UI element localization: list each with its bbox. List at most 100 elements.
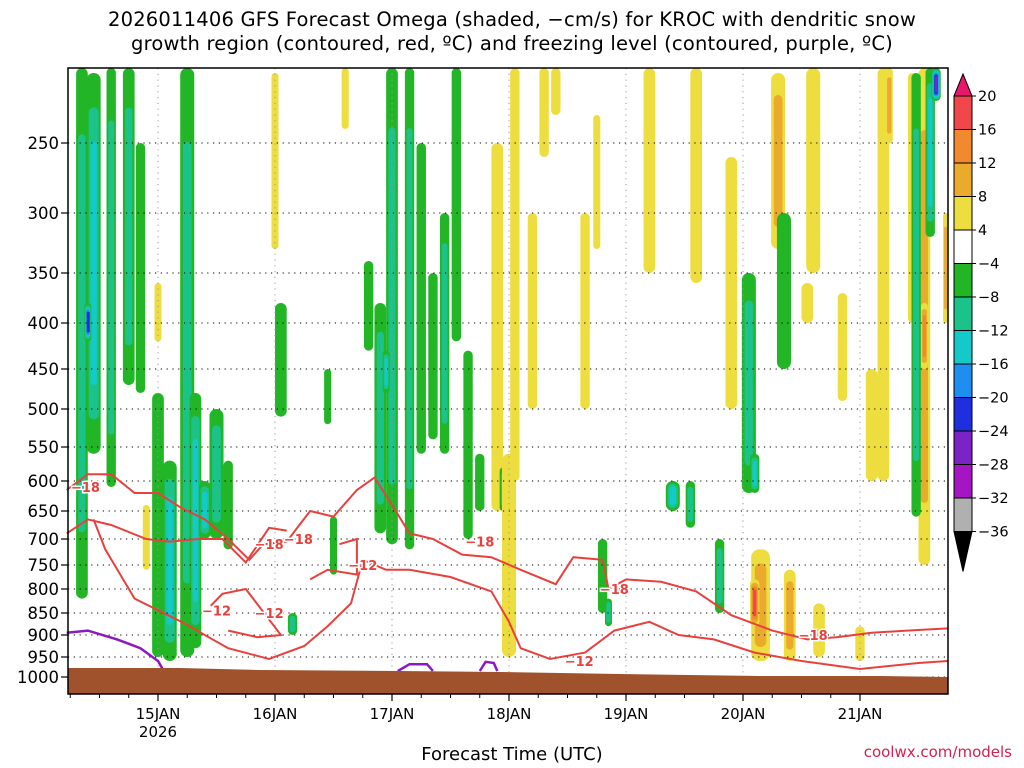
y-tick-label-9: 700 [28, 530, 60, 549]
omega-cell-94 [786, 581, 794, 650]
dgz-contour-minus18-upper [66, 473, 948, 641]
omega-cell-20 [182, 141, 192, 584]
contours: −18−18−18 −18−18−18−12−12−12−12 [66, 473, 948, 673]
dgz-contour-minus18-lower [66, 518, 287, 564]
colorbar-bin-10 [953, 397, 973, 432]
colorbar-bin-5 [953, 229, 973, 264]
colorbar-label-7: −12 [978, 324, 1009, 340]
y-tick-label-12: 850 [28, 604, 60, 623]
colorbar-bin-11 [953, 430, 973, 465]
omega-cell-49 [416, 143, 426, 454]
omega-cell-48 [406, 128, 413, 490]
colorbar: 20 16 12 8 4 −4 −8 −12 −16 −20 −24 −28 −32 −36 [953, 72, 1009, 572]
contour-label-2: −18 [255, 538, 284, 553]
dgz-contour-minus12-loop-2 [309, 537, 358, 581]
contour-label-8: −12 [565, 655, 594, 670]
omega-cell-96 [806, 68, 821, 273]
contour-label-0: −18 [71, 481, 100, 496]
omega-cell-46 [384, 358, 388, 386]
freezing-level-contour-1 [397, 662, 434, 673]
x-tick-label-6: 21JAN [838, 705, 883, 723]
contour-label-9: −12 [255, 607, 284, 622]
contour-label-4: −18 [600, 583, 629, 598]
dgz-contour-minus12-loop [209, 587, 283, 639]
omega-cell-74 [687, 486, 694, 522]
freezing-level-contour-0 [66, 629, 165, 672]
x-tick-label-0: 15JAN [136, 705, 181, 723]
colorbar-label-9: −20 [978, 391, 1009, 407]
credit-link[interactable]: coolwx.com/models [863, 743, 1012, 761]
omega-cell-98 [837, 293, 848, 401]
y-tick-label-5: 500 [28, 400, 60, 419]
contour-label-5: −18 [799, 629, 828, 644]
colorbar-label-11: −28 [978, 458, 1009, 474]
colorbar-bin-2 [953, 129, 973, 164]
colorbar-bin-12 [953, 464, 973, 499]
colorbar-label-5: −4 [978, 257, 999, 273]
omega-cell-15 [152, 393, 164, 657]
chart-title: 2026011406 GFS Forecast Omega (shaded, −… [0, 8, 1024, 56]
omega-cell-13 [125, 107, 133, 346]
omega-cell-36 [329, 516, 338, 575]
omega-cell-33 [275, 303, 287, 417]
omega-cell-1 [78, 134, 86, 533]
y-tick-label-11: 800 [28, 580, 60, 599]
omega-cell-37 [324, 369, 332, 425]
dgz-contour-minus12-main [92, 519, 948, 671]
omega-cell-97 [813, 603, 825, 657]
omega-cell-30 [142, 505, 150, 570]
y-tick-label-3: 400 [28, 314, 60, 333]
y-tick-label-1: 300 [28, 204, 60, 223]
omega-cell-41 [376, 331, 384, 505]
colorbar-label-4: 4 [978, 223, 987, 239]
omega-cell-64 [580, 213, 590, 409]
omega-cell-60 [510, 68, 520, 481]
omega-cell-68 [606, 602, 611, 623]
omega-shading [76, 68, 948, 661]
omega-cell-72 [669, 486, 676, 506]
colorbar-label-1: 16 [978, 123, 996, 139]
x-tick-label-1: 16JAN [253, 705, 298, 723]
x-tick-label-4: 19JAN [604, 705, 649, 723]
colorbar-bin-4 [953, 196, 973, 231]
y-tick-label-7: 600 [28, 472, 60, 491]
y-tick-label-0: 250 [28, 134, 60, 153]
omega-cell-89 [753, 589, 757, 617]
omega-cell-29 [223, 460, 233, 550]
x-tick-label-3: 18JAN [487, 705, 532, 723]
omega-cell-66 [597, 539, 608, 613]
omega-cell-56 [491, 143, 504, 511]
omega-cell-23 [192, 439, 199, 603]
y-tick-label-14: 950 [28, 648, 60, 667]
x-tick-label-2: 17JAN [370, 705, 415, 723]
omega-cell-69 [643, 68, 656, 273]
y-tick-label-6: 550 [28, 438, 60, 457]
colorbar-bin-9 [953, 363, 973, 398]
omega-cell-52 [441, 243, 448, 424]
y-tick-label-13: 900 [28, 626, 60, 645]
omega-cell-95 [801, 283, 814, 323]
colorbar-label-10: −24 [978, 424, 1009, 440]
contour-label-3: −18 [465, 536, 494, 551]
omega-cell-39 [363, 261, 374, 351]
ground-surface [68, 668, 948, 694]
x-year-label: 2026 [139, 723, 177, 741]
omega-cell-91 [773, 95, 783, 227]
colorbar-bin-13 [953, 497, 973, 532]
freezing-level-contour-2 [478, 660, 499, 672]
colorbar-label-8: −16 [978, 357, 1009, 373]
omega-cell-26 [202, 491, 208, 529]
y-tick-label-10: 750 [28, 556, 60, 575]
y-tick-label-8: 650 [28, 502, 60, 521]
colorbar-label-6: −8 [978, 290, 999, 306]
omega-cell-54 [463, 350, 473, 539]
y-tick-label-4: 450 [28, 360, 60, 379]
omega-cell-120 [934, 76, 938, 93]
colorbar-bin-3 [953, 162, 973, 197]
colorbar-label-3: 8 [978, 190, 987, 206]
omega-cell-18 [166, 496, 173, 625]
contour-label-1: −18 [284, 533, 313, 548]
colorbar-label-13: −36 [978, 525, 1009, 541]
omega-cell-100 [865, 369, 878, 481]
